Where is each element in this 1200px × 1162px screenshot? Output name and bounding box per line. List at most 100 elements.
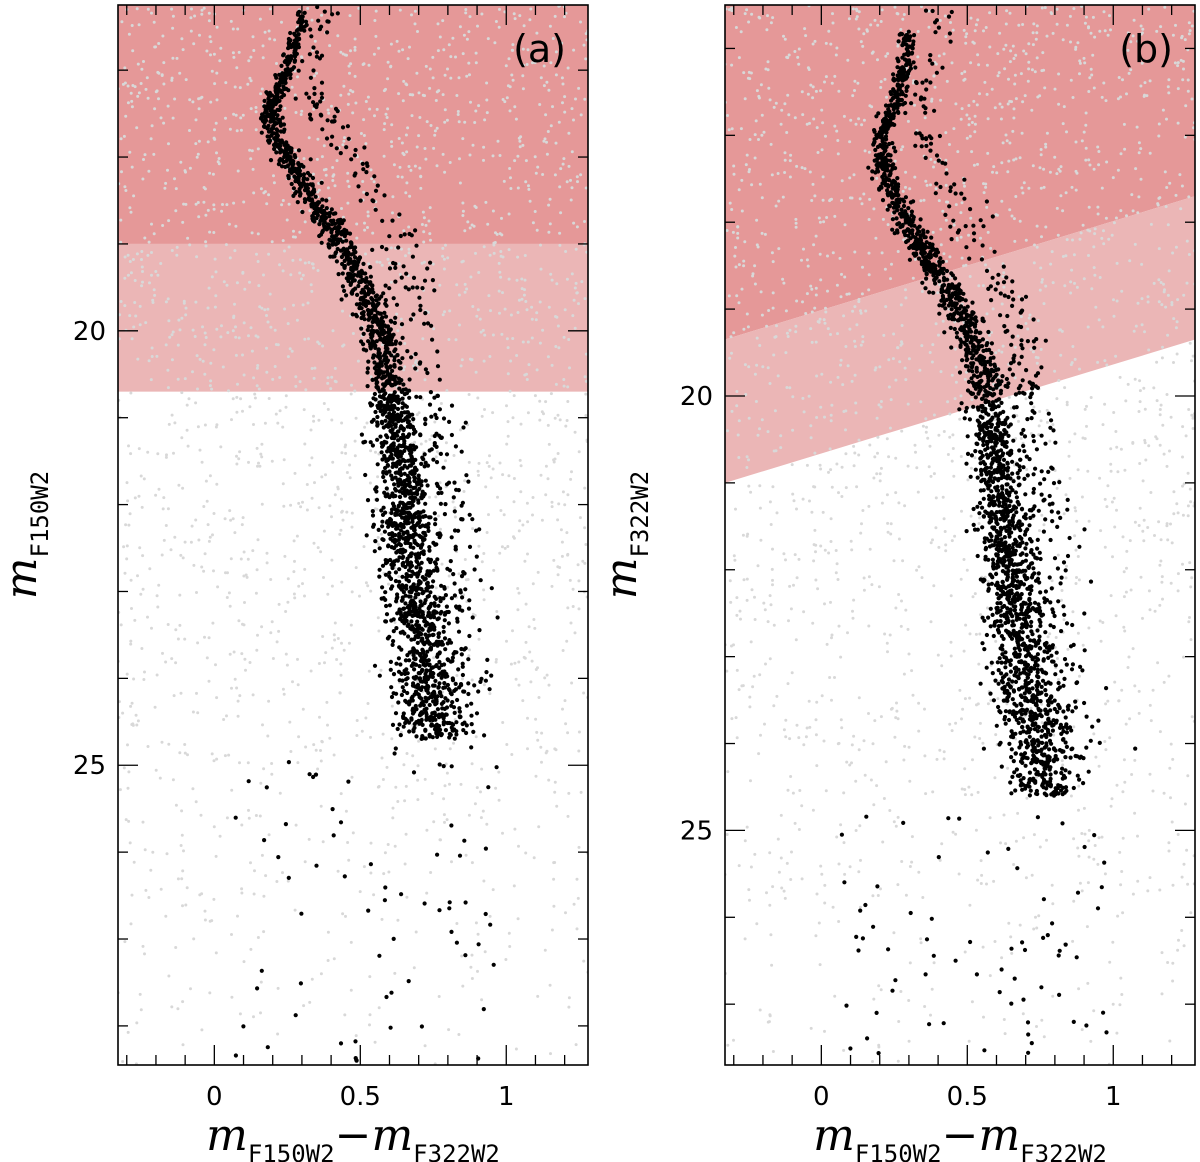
field-star xyxy=(181,486,185,490)
field-star xyxy=(434,586,438,590)
member-star xyxy=(461,728,466,733)
member-star xyxy=(293,96,298,101)
field-star xyxy=(286,879,290,883)
field-star xyxy=(454,338,458,342)
field-star xyxy=(951,28,955,32)
field-star xyxy=(147,359,151,363)
field-star xyxy=(488,355,492,358)
field-star xyxy=(394,785,398,789)
field-star xyxy=(445,118,449,122)
field-star xyxy=(319,804,323,808)
field-star xyxy=(336,637,340,640)
field-star xyxy=(278,263,282,267)
field-star xyxy=(457,76,461,80)
field-star xyxy=(468,73,471,77)
field-star xyxy=(181,1000,185,1004)
member-star xyxy=(373,207,378,212)
member-star xyxy=(303,197,308,202)
member-star xyxy=(395,433,400,438)
field-star xyxy=(547,203,551,207)
field-star xyxy=(331,174,335,178)
field-star xyxy=(164,181,168,185)
member-star xyxy=(294,189,299,194)
member-star xyxy=(334,146,339,151)
field-star xyxy=(572,118,575,122)
field-star xyxy=(536,570,540,574)
field-star xyxy=(206,208,210,212)
member-star xyxy=(407,395,412,400)
field-star xyxy=(181,1043,185,1047)
field-star xyxy=(403,342,407,345)
field-star xyxy=(215,71,219,75)
field-star xyxy=(443,108,447,112)
member-star xyxy=(293,1013,298,1018)
member-star xyxy=(470,615,475,620)
field-star xyxy=(236,169,240,173)
member-star xyxy=(379,508,384,513)
field-star xyxy=(571,605,575,608)
member-star xyxy=(419,696,424,701)
field-star xyxy=(208,535,212,539)
field-star xyxy=(339,528,343,532)
member-star xyxy=(399,647,404,652)
member-star xyxy=(397,397,402,402)
member-star xyxy=(262,98,267,103)
field-star xyxy=(190,7,193,11)
member-star xyxy=(278,121,283,126)
field-star xyxy=(355,236,359,240)
member-star xyxy=(444,482,450,487)
member-star xyxy=(461,425,466,430)
member-star xyxy=(432,395,437,400)
field-star xyxy=(442,257,446,261)
member-star xyxy=(436,672,441,678)
field-star xyxy=(436,49,440,53)
field-star xyxy=(349,988,353,992)
member-star xyxy=(436,634,441,640)
member-star xyxy=(393,265,398,270)
field-star xyxy=(284,405,288,409)
field-star xyxy=(474,251,477,255)
field-star xyxy=(436,22,440,26)
field-star xyxy=(402,368,406,372)
field-star xyxy=(535,31,539,35)
member-star xyxy=(346,261,351,266)
field-star xyxy=(552,558,556,562)
member-star xyxy=(485,657,490,663)
member-star xyxy=(380,519,385,524)
member-star xyxy=(430,278,435,283)
field-star xyxy=(540,518,544,522)
field-star xyxy=(142,60,145,63)
field-star xyxy=(235,281,239,285)
field-star xyxy=(550,584,554,588)
field-star xyxy=(129,642,133,646)
member-star xyxy=(418,360,423,365)
member-star xyxy=(419,560,424,565)
field-star xyxy=(177,318,181,322)
member-star xyxy=(382,193,387,198)
field-star xyxy=(122,766,126,770)
member-star xyxy=(400,443,405,449)
field-star xyxy=(840,495,844,498)
field-star xyxy=(129,639,133,643)
field-star xyxy=(335,159,339,163)
field-star xyxy=(130,723,134,726)
field-star xyxy=(128,206,132,210)
member-star xyxy=(418,652,423,657)
field-star xyxy=(424,439,428,443)
field-star xyxy=(547,88,551,92)
field-star xyxy=(518,145,522,149)
field-star xyxy=(213,305,217,309)
member-star xyxy=(413,351,418,357)
field-star xyxy=(135,7,139,11)
field-star xyxy=(214,121,218,125)
field-star xyxy=(374,9,378,13)
member-star xyxy=(373,294,378,299)
field-star xyxy=(447,574,451,578)
field-star xyxy=(126,273,130,277)
field-star xyxy=(411,754,415,758)
member-star xyxy=(399,466,404,471)
field-star xyxy=(362,545,366,549)
field-star xyxy=(494,660,498,664)
field-star xyxy=(286,355,290,359)
member-star xyxy=(414,734,419,739)
